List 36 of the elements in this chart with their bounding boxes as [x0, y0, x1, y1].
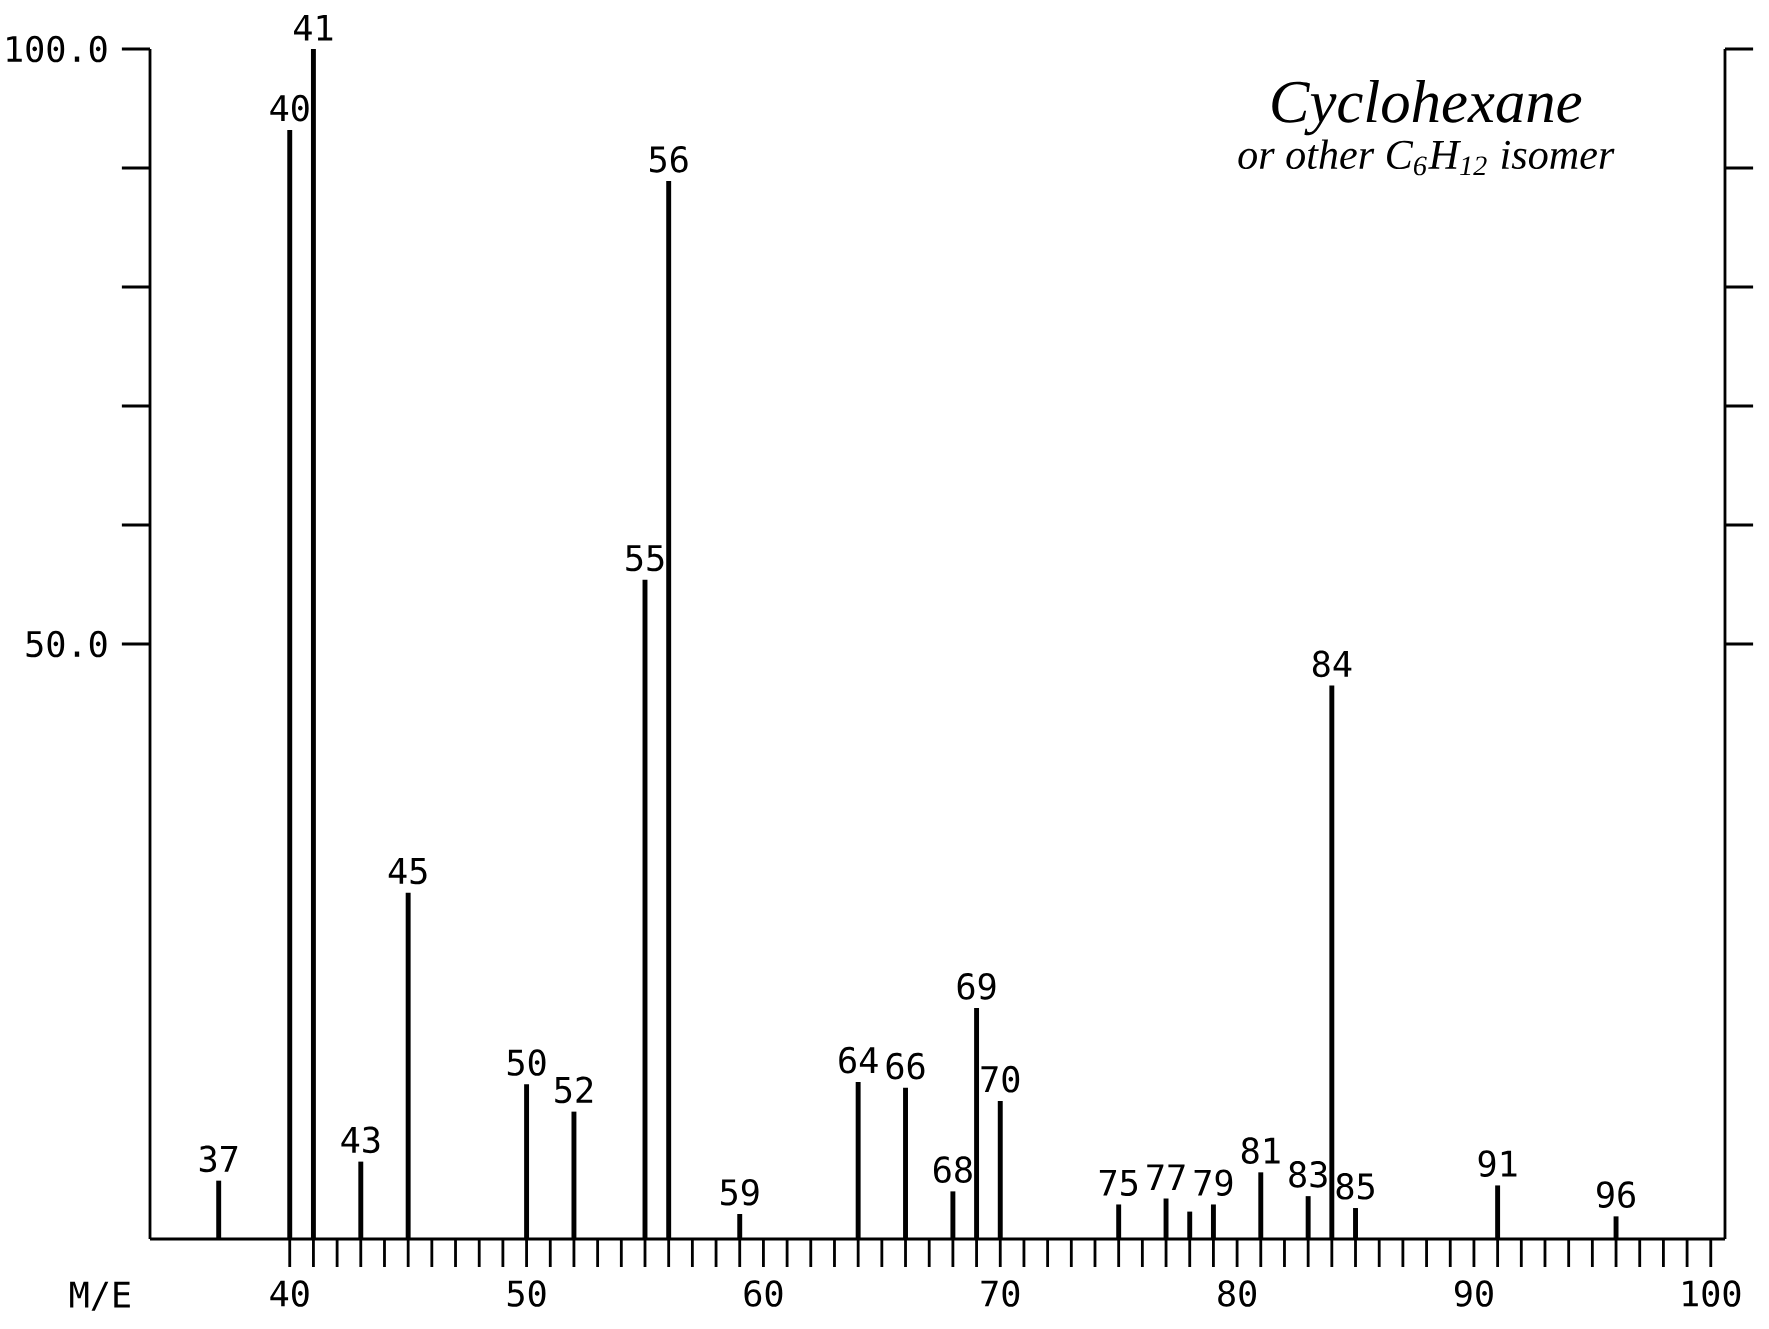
x-tick-label: 40 — [270, 1280, 309, 1307]
annotation: 52 — [555, 1076, 593, 1104]
annotation: 75 — [1099, 1169, 1138, 1197]
annotation: 79 — [1194, 1169, 1233, 1197]
annotation: 96 — [1597, 1181, 1635, 1208]
annotation: 66 — [886, 1052, 925, 1080]
annotation: 69 — [957, 973, 996, 1000]
y-tick-label: 100.0 — [7, 35, 107, 63]
x-tick-label: 60 — [744, 1280, 783, 1307]
annotation: 83 — [1289, 1161, 1327, 1188]
annotation: 55 — [626, 545, 664, 572]
annotation: 77 — [1147, 1164, 1185, 1191]
annotation: 43 — [341, 1126, 380, 1154]
annotation: 50 — [507, 1049, 546, 1076]
annotation: 59 — [721, 1178, 759, 1206]
annotation: or other C$_{6}$H$_{12}$ isomer — [1238, 139, 1615, 176]
annotation: 64 — [839, 1046, 878, 1074]
x-tick-label: 80 — [1218, 1280, 1256, 1307]
annotation: 45 — [388, 858, 427, 885]
annotation: 81 — [1241, 1137, 1280, 1164]
x-tick-label: 90 — [1454, 1280, 1493, 1307]
x-tick-label: 100 — [1683, 1280, 1741, 1307]
x-tick-label: 70 — [981, 1280, 1020, 1307]
annotation: Cyclohexane — [1272, 79, 1582, 136]
annotation: 68 — [933, 1156, 972, 1183]
annotation: 40 — [270, 94, 309, 122]
annotation: 70 — [981, 1065, 1020, 1093]
annotation: 91 — [1478, 1150, 1517, 1177]
annotation: 41 — [294, 14, 333, 41]
annotation: 84 — [1312, 650, 1352, 678]
annotation: 56 — [650, 146, 688, 173]
annotation: 37 — [199, 1145, 238, 1173]
x-axis-title: M/E — [70, 1281, 130, 1311]
y-tick-label: 50.0 — [26, 630, 107, 658]
annotation: 85 — [1336, 1172, 1374, 1200]
x-tick-label: 50 — [507, 1280, 546, 1307]
